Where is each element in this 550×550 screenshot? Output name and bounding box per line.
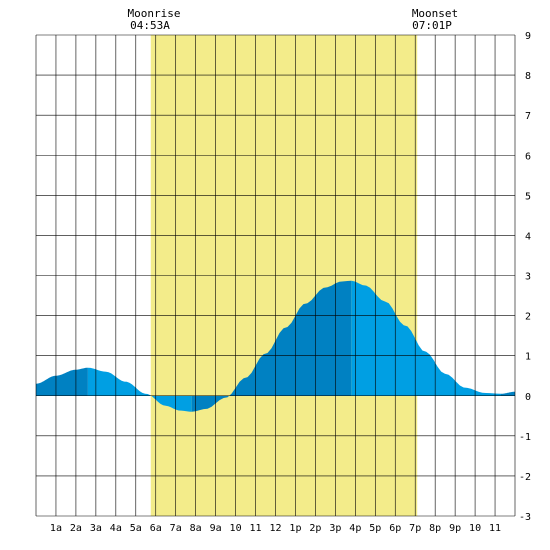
- tide-segment: [87, 367, 192, 412]
- tide-segment: [351, 280, 501, 396]
- x-tick-label: 1a: [50, 523, 62, 534]
- tide-segment: [501, 391, 515, 396]
- y-tick-label: 6: [525, 151, 531, 162]
- y-tick-label: -3: [519, 512, 531, 523]
- x-tick-label: 5a: [130, 523, 142, 534]
- x-tick-label: 6p: [389, 523, 401, 534]
- x-tick-label: 9p: [449, 523, 461, 534]
- y-tick-label: 4: [525, 231, 531, 242]
- moonset-time: 07:01P: [412, 19, 452, 32]
- x-tick-label: 7p: [409, 523, 421, 534]
- x-tick-label: 7a: [170, 523, 182, 534]
- x-tick-label: 3a: [90, 523, 102, 534]
- x-tick-label: 12: [269, 523, 281, 534]
- chart-grid: [35, 34, 516, 517]
- x-tick-label: 10: [230, 523, 242, 534]
- y-tick-label: 5: [525, 191, 531, 202]
- y-tick-label: 0: [525, 392, 531, 403]
- moonrise-label: Moonrise: [128, 7, 181, 20]
- y-tick-label: 3: [525, 272, 531, 283]
- y-tick-label: 8: [525, 71, 531, 82]
- moonrise-time: 04:53A: [130, 19, 170, 32]
- tide-segment: [191, 280, 352, 412]
- moonset-label: Moonset: [412, 7, 458, 20]
- x-tick-label: 10: [469, 523, 481, 534]
- x-tick-label: 11: [489, 523, 501, 534]
- x-tick-label: 9a: [210, 523, 222, 534]
- x-tick-label: 8p: [429, 523, 441, 534]
- x-axis-ticks: 1a 2a 3a 4a 5a 6a 7a 8a 9a 10 11 12 1p 2p 3p 4p 5p 6p 7p 8p…: [50, 523, 501, 534]
- y-tick-label: 2: [525, 312, 531, 323]
- x-tick-label: 2a: [70, 523, 82, 534]
- x-tick-label: 4a: [110, 523, 122, 534]
- x-tick-label: 5p: [369, 523, 381, 534]
- x-tick-label: 4p: [349, 523, 361, 534]
- y-axis-ticks: -3 -2 -1 0 1 2 3 4 5 6 7 8 9: [519, 31, 531, 523]
- x-tick-label: 6a: [150, 523, 162, 534]
- y-tick-label: 1: [525, 352, 531, 363]
- x-tick-label: 2p: [309, 523, 321, 534]
- tide-area: [36, 280, 515, 412]
- x-tick-label: 8a: [190, 523, 202, 534]
- y-tick-label: -1: [519, 432, 531, 443]
- y-tick-label: -2: [519, 472, 531, 483]
- y-tick-label: 9: [525, 31, 531, 42]
- y-tick-label: 7: [525, 111, 531, 122]
- tide-segment: [36, 367, 88, 396]
- x-tick-label: 11: [250, 523, 262, 534]
- x-tick-label: 3p: [329, 523, 341, 534]
- x-tick-label: 1p: [289, 523, 301, 534]
